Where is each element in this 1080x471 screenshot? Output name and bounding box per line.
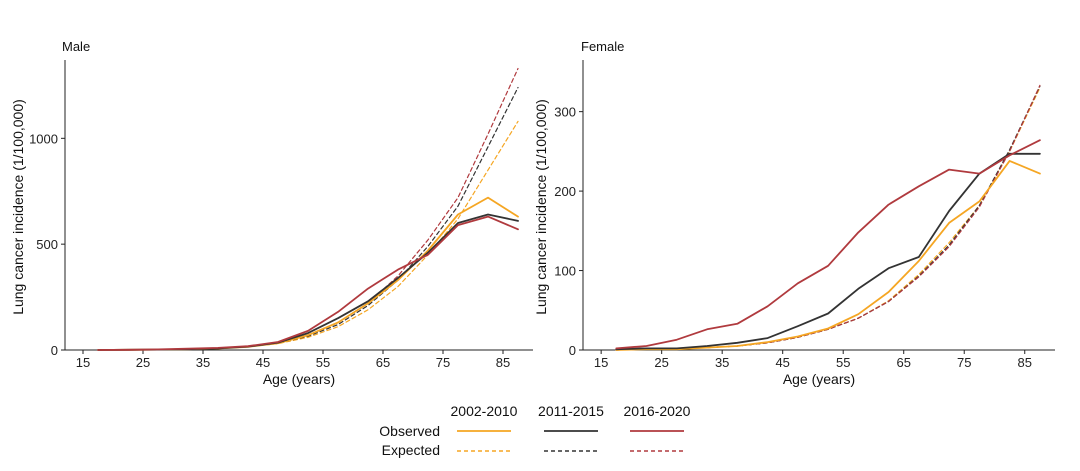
male-x-tick-label-65: 65 bbox=[376, 355, 390, 370]
male-x-tick-label-35: 35 bbox=[196, 355, 210, 370]
female-series-lines bbox=[615, 84, 1041, 351]
female-x-tick-label-45: 45 bbox=[775, 355, 789, 370]
female-y-tick-label-100: 100 bbox=[554, 264, 576, 279]
female-observed-2016-2020-line bbox=[615, 139, 1041, 350]
female-y-tick-label-0: 0 bbox=[569, 343, 576, 358]
legend-expected-label: Expected bbox=[382, 442, 440, 458]
legend-swatches bbox=[457, 430, 684, 452]
male-y-tick-label-500: 500 bbox=[36, 237, 58, 252]
female-y-tick-label-300: 300 bbox=[554, 105, 576, 120]
female-panel: Female Lung cancer incidence (1/100,000)… bbox=[533, 39, 1055, 387]
female-x-axis-label: Age (years) bbox=[783, 371, 855, 387]
female-observed-2002-2010-line bbox=[615, 159, 1041, 351]
female-x-tick-label-55: 55 bbox=[836, 355, 850, 370]
legend-period-2002-2010: 2002-2010 bbox=[451, 403, 518, 419]
male-observed-2016-2020-line bbox=[97, 215, 519, 351]
male-y-tick-label-0: 0 bbox=[51, 343, 58, 358]
male-y-axis-label: Lung cancer incidence (1/100,000) bbox=[10, 99, 26, 315]
female-ticks: 15 25 35 45 55 65 75 85 0 100 200 300 bbox=[554, 105, 1032, 370]
legend-observed-label: Observed bbox=[379, 423, 440, 439]
male-x-tick-label-85: 85 bbox=[496, 355, 510, 370]
male-x-tick-label-15: 15 bbox=[76, 355, 90, 370]
female-y-tick-label-200: 200 bbox=[554, 184, 576, 199]
male-x-axis-label: Age (years) bbox=[263, 371, 335, 387]
female-x-tick-label-85: 85 bbox=[1018, 355, 1032, 370]
male-y-tick-label-1000: 1000 bbox=[29, 131, 58, 146]
male-x-tick-label-45: 45 bbox=[256, 355, 270, 370]
legend-period-2011-2015: 2011-2015 bbox=[538, 403, 604, 419]
male-panel-title: Male bbox=[62, 39, 90, 54]
male-x-tick-label-25: 25 bbox=[136, 355, 150, 370]
male-series-lines bbox=[97, 67, 519, 351]
female-observed-2011-2015-line bbox=[615, 152, 1041, 351]
male-panel: Male Lung cancer incidence (1/100,000) A… bbox=[10, 39, 533, 387]
female-y-axis-label: Lung cancer incidence (1/100,000) bbox=[533, 99, 549, 315]
female-panel-title: Female bbox=[581, 39, 624, 54]
legend-period-2016-2020: 2016-2020 bbox=[624, 403, 691, 419]
male-ticks: 15 25 35 45 55 65 75 85 0 500 1000 bbox=[29, 131, 510, 370]
legend: 2002-2010 2011-2015 2016-2020 Observed E… bbox=[379, 403, 690, 458]
female-x-tick-label-35: 35 bbox=[715, 355, 729, 370]
female-x-tick-label-25: 25 bbox=[654, 355, 668, 370]
female-x-tick-label-65: 65 bbox=[896, 355, 910, 370]
male-x-tick-label-55: 55 bbox=[316, 355, 330, 370]
female-x-tick-label-75: 75 bbox=[957, 355, 971, 370]
male-x-tick-label-75: 75 bbox=[436, 355, 450, 370]
female-x-tick-label-15: 15 bbox=[594, 355, 608, 370]
